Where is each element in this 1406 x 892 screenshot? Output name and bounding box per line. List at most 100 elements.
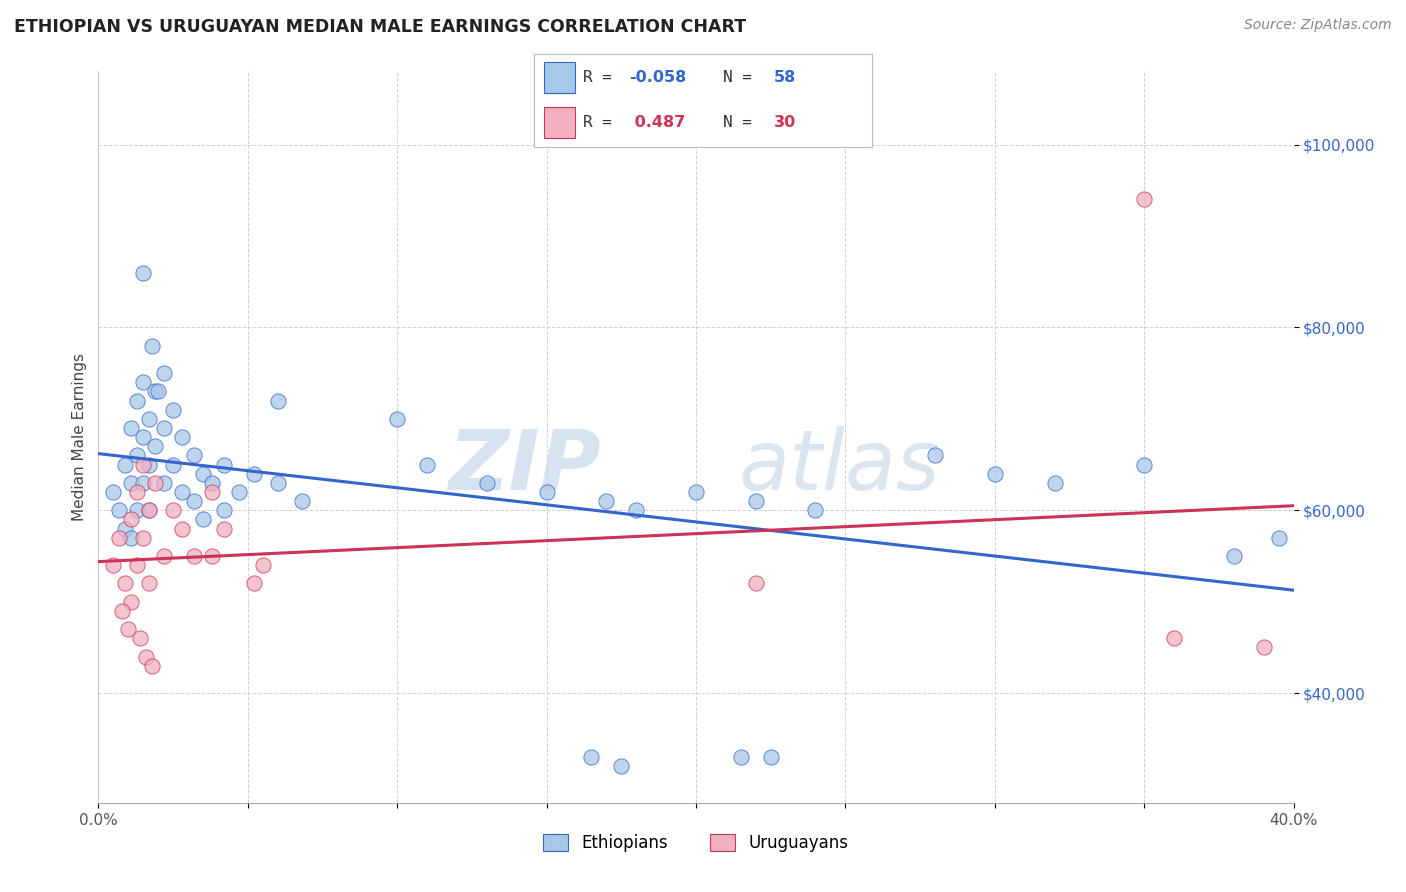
Point	[745, 494, 768, 508]
Point	[536, 484, 558, 499]
Text: ZIP: ZIP	[447, 425, 600, 507]
Text: Source: ZipAtlas.com: Source: ZipAtlas.com	[1244, 18, 1392, 32]
Point	[127, 484, 149, 499]
Point	[162, 402, 184, 417]
Point	[141, 658, 163, 673]
Text: 30: 30	[773, 115, 796, 130]
Text: atlas: atlas	[738, 425, 941, 507]
Point	[610, 759, 633, 773]
Point	[148, 384, 170, 399]
Point	[228, 484, 250, 499]
Point	[162, 458, 184, 472]
Legend: Ethiopians, Uruguayans: Ethiopians, Uruguayans	[536, 825, 856, 860]
Point	[172, 484, 194, 499]
Point	[1223, 549, 1246, 563]
Point	[162, 503, 184, 517]
Point	[685, 484, 707, 499]
Point	[153, 475, 176, 490]
Point	[138, 411, 160, 425]
Point	[1043, 475, 1066, 490]
Point	[183, 549, 205, 563]
Point	[595, 494, 617, 508]
Text: ETHIOPIAN VS URUGUAYAN MEDIAN MALE EARNINGS CORRELATION CHART: ETHIOPIAN VS URUGUAYAN MEDIAN MALE EARNI…	[14, 18, 747, 36]
Point	[201, 475, 224, 490]
Point	[120, 594, 142, 608]
Point	[103, 484, 125, 499]
Point	[172, 521, 194, 535]
Point	[745, 576, 768, 591]
Point	[132, 531, 155, 545]
Text: N =: N =	[723, 115, 762, 130]
Point	[1163, 631, 1185, 645]
Point	[141, 338, 163, 352]
Point	[153, 366, 176, 380]
Point	[132, 430, 155, 444]
Point	[153, 421, 176, 435]
Point	[153, 549, 176, 563]
Bar	[544, 62, 575, 93]
Point	[291, 494, 314, 508]
Text: R =: R =	[583, 115, 621, 130]
Point	[108, 503, 131, 517]
Text: 58: 58	[773, 70, 796, 85]
Point	[212, 458, 235, 472]
Point	[1133, 192, 1156, 206]
Point	[114, 576, 136, 591]
Point	[127, 393, 149, 408]
Point	[111, 604, 134, 618]
Point	[138, 503, 160, 517]
Point	[138, 503, 160, 517]
Point	[581, 750, 603, 764]
Bar	[544, 107, 575, 138]
Point	[117, 622, 139, 636]
Point	[120, 421, 142, 435]
Point	[1267, 531, 1289, 545]
Point	[132, 475, 155, 490]
Point	[243, 576, 266, 591]
Point	[127, 448, 149, 462]
Point	[132, 458, 155, 472]
Point	[138, 576, 160, 591]
Point	[114, 458, 136, 472]
Point	[626, 503, 648, 517]
Point	[127, 558, 149, 573]
Text: N =: N =	[723, 70, 762, 85]
Point	[212, 521, 235, 535]
Point	[252, 558, 274, 573]
Point	[108, 531, 131, 545]
Point	[114, 521, 136, 535]
Point	[143, 475, 166, 490]
Point	[984, 467, 1007, 481]
Point	[172, 430, 194, 444]
Point	[183, 494, 205, 508]
Point	[201, 484, 224, 499]
Point	[120, 512, 142, 526]
Point	[138, 458, 160, 472]
Point	[212, 503, 235, 517]
Point	[120, 475, 142, 490]
Point	[1133, 458, 1156, 472]
Point	[191, 512, 214, 526]
Point	[924, 448, 946, 462]
Point	[201, 549, 224, 563]
Point	[243, 467, 266, 481]
Point	[267, 475, 290, 490]
Point	[143, 439, 166, 453]
Point	[1253, 640, 1275, 655]
Point	[120, 531, 142, 545]
Point	[191, 467, 214, 481]
Point	[129, 631, 152, 645]
Point	[135, 649, 157, 664]
Point	[267, 393, 290, 408]
Point	[132, 265, 155, 279]
Point	[132, 375, 155, 389]
Point	[127, 503, 149, 517]
Point	[475, 475, 498, 490]
Point	[143, 384, 166, 399]
Point	[804, 503, 827, 517]
Point	[416, 458, 439, 472]
Text: 0.487: 0.487	[628, 115, 685, 130]
Point	[183, 448, 205, 462]
Y-axis label: Median Male Earnings: Median Male Earnings	[72, 353, 87, 521]
Point	[730, 750, 752, 764]
